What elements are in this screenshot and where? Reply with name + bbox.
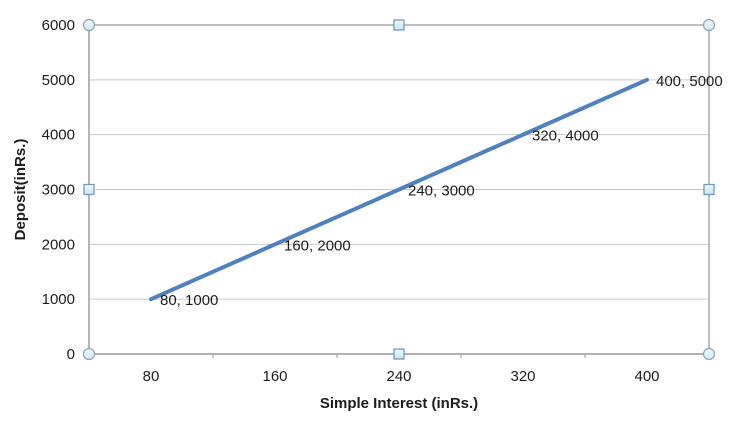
x-tick-label: 320 — [510, 368, 535, 385]
data-label[interactable]: 80, 1000 — [160, 292, 218, 309]
chart-text: 80, 1000 160, 2000 240, 3000 320, 4000 400, … — [12, 17, 723, 412]
resize-handle-bottom-center[interactable] — [393, 348, 405, 360]
y-tick-label: 5000 — [42, 72, 75, 89]
resize-handle-middle-left[interactable] — [83, 183, 95, 196]
resize-handle-bottom-left[interactable] — [82, 347, 96, 361]
y-tick-label: 0 — [67, 346, 75, 363]
data-label[interactable]: 240, 3000 — [408, 183, 475, 200]
data-label[interactable]: 160, 2000 — [284, 237, 351, 254]
series-line[interactable] — [149, 77, 649, 302]
y-tick-label: 6000 — [42, 17, 75, 34]
resize-handle-middle-right[interactable] — [703, 183, 715, 196]
x-tick-label: 240 — [386, 368, 411, 385]
resize-handle-top-right[interactable] — [702, 18, 716, 32]
resize-handle-bottom-right[interactable] — [702, 347, 716, 361]
y-tick-label: 1000 — [42, 291, 75, 308]
y-axis-title: Deposit(inRs.) — [12, 139, 29, 241]
resize-handle-top-center[interactable] — [393, 19, 405, 31]
x-tick-label: 400 — [634, 368, 659, 385]
y-tick-label: 3000 — [42, 182, 75, 199]
selection-handles[interactable] — [82, 18, 716, 361]
data-label[interactable]: 320, 4000 — [532, 128, 599, 145]
data-label[interactable]: 400, 5000 — [656, 73, 723, 90]
x-axis-title: Simple Interest (inRs.) — [320, 395, 478, 412]
resize-handle-top-left[interactable] — [82, 18, 96, 32]
x-tick-label: 80 — [143, 368, 160, 385]
y-tick-label: 2000 — [42, 236, 75, 253]
y-tick-label: 4000 — [42, 127, 75, 144]
x-tick-label: 160 — [262, 368, 287, 385]
series[interactable] — [149, 77, 649, 302]
gridlines — [89, 24, 709, 300]
